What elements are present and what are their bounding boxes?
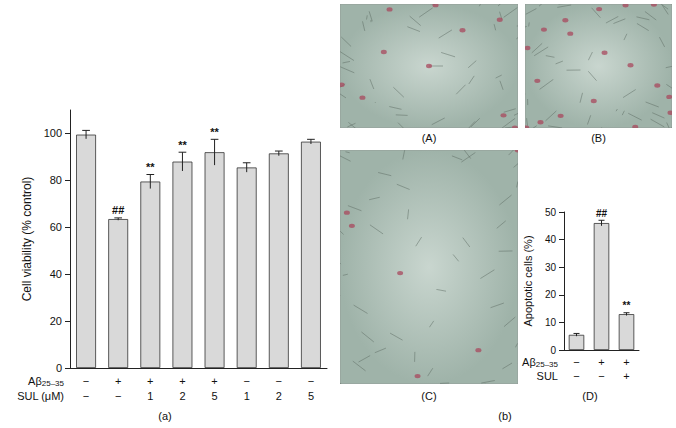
svg-text:1: 1 [147, 390, 153, 402]
svg-text:2: 2 [179, 390, 185, 402]
svg-text:80: 80 [50, 174, 62, 186]
svg-text:+: + [179, 375, 185, 387]
svg-text:−: − [598, 370, 604, 382]
svg-text:##: ## [112, 204, 124, 216]
svg-text:+: + [623, 370, 629, 382]
svg-text:SUL: SUL [537, 370, 558, 382]
svg-text:25–35: 25–35 [536, 360, 559, 369]
svg-text:−: − [573, 370, 579, 382]
svg-text:20: 20 [545, 289, 557, 300]
svg-text:25–35: 25–35 [42, 379, 65, 388]
svg-text:**: ** [178, 139, 187, 151]
svg-text:−: − [83, 390, 89, 402]
svg-text:40: 40 [545, 234, 557, 245]
html-text:(b): (b) [498, 410, 512, 422]
svg-text:##: ## [596, 208, 608, 219]
svg-text:60: 60 [50, 221, 62, 233]
svg-text:0: 0 [550, 345, 556, 356]
svg-text:−: − [573, 356, 579, 368]
svg-text:40: 40 [50, 268, 62, 280]
svg-text:**: ** [623, 300, 631, 311]
svg-text:−: − [83, 375, 89, 387]
svg-text:5: 5 [308, 390, 314, 402]
svg-text:+: + [147, 375, 153, 387]
svg-text:SUL (μM): SUL (μM) [17, 390, 64, 402]
svg-text:Aβ: Aβ [522, 356, 536, 368]
svg-text:5: 5 [212, 390, 218, 402]
html-text:(A): (A) [421, 132, 437, 144]
svg-text:20: 20 [50, 315, 62, 327]
svg-text:**: ** [146, 161, 155, 173]
html-text:(B): (B) [591, 132, 606, 144]
svg-text:Aβ: Aβ [28, 375, 42, 387]
svg-text:10: 10 [545, 317, 557, 328]
svg-text:2: 2 [276, 390, 282, 402]
svg-text:0: 0 [56, 362, 62, 374]
svg-text:−: − [308, 375, 314, 387]
svg-text:−: − [115, 390, 121, 402]
svg-text:Cell viability (% control): Cell viability (% control) [20, 177, 34, 302]
html-text:(C): (C) [421, 390, 437, 402]
svg-text:Apoptotic cells (%): Apoptotic cells (%) [522, 235, 534, 326]
svg-text:+: + [598, 356, 604, 368]
svg-text:100: 100 [44, 127, 62, 139]
svg-text:1: 1 [244, 390, 250, 402]
svg-text:−: − [243, 375, 249, 387]
svg-text:30: 30 [545, 262, 557, 273]
html-text:(D): (D) [582, 390, 598, 402]
svg-text:+: + [623, 356, 629, 368]
svg-text:+: + [211, 375, 217, 387]
svg-text:+: + [115, 375, 121, 387]
html-text:(a): (a) [158, 410, 172, 422]
svg-text:50: 50 [545, 207, 557, 218]
svg-text:−: − [276, 375, 282, 387]
svg-text:**: ** [210, 126, 219, 138]
